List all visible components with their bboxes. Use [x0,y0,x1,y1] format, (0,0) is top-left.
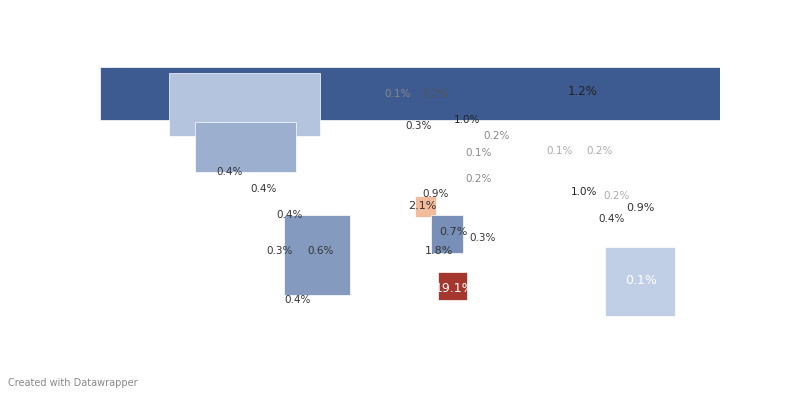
Text: 0.3%: 0.3% [406,121,432,131]
Text: 1.2%: 1.2% [567,86,597,99]
Text: 1.0%: 1.0% [570,187,597,196]
Bar [430,215,463,253]
Text: 0.2%: 0.2% [422,89,449,99]
Bar [605,247,675,316]
Text: 0.3%: 0.3% [469,233,495,243]
Text: 0.1%: 0.1% [625,274,657,287]
Text: 1.0%: 1.0% [454,114,480,124]
Bar [438,272,467,299]
Text: 0.1%: 0.1% [384,89,410,99]
Text: 0.7%: 0.7% [439,227,467,237]
Text: 0.3%: 0.3% [266,246,292,256]
Text: 0.1%: 0.1% [466,148,492,158]
Text: 0.4%: 0.4% [598,214,625,224]
Bar [100,67,720,120]
Text: 2.1%: 2.1% [408,201,436,211]
Text: 0.2%: 0.2% [603,191,630,201]
Text: 0.2%: 0.2% [586,146,613,156]
Text: 0.4%: 0.4% [285,295,311,305]
Bar [415,196,436,217]
Text: 0.1%: 0.1% [546,146,573,156]
Text: Created with Datawrapper: Created with Datawrapper [8,378,138,388]
Bar [284,215,350,295]
Text: 1.8%: 1.8% [425,246,454,256]
Text: 0.6%: 0.6% [307,246,334,256]
Bar [194,122,296,172]
Text: 0.4%: 0.4% [216,168,242,177]
Text: 0.4%: 0.4% [250,185,277,194]
Text: 0.2%: 0.2% [466,174,492,184]
Text: 0.4%: 0.4% [276,210,302,220]
Text: 0.9%: 0.9% [422,188,449,199]
Bar [169,73,321,137]
Text: 0.9%: 0.9% [626,204,655,213]
Text: 19.1%: 19.1% [435,282,474,295]
Text: 0.2%: 0.2% [483,131,510,141]
